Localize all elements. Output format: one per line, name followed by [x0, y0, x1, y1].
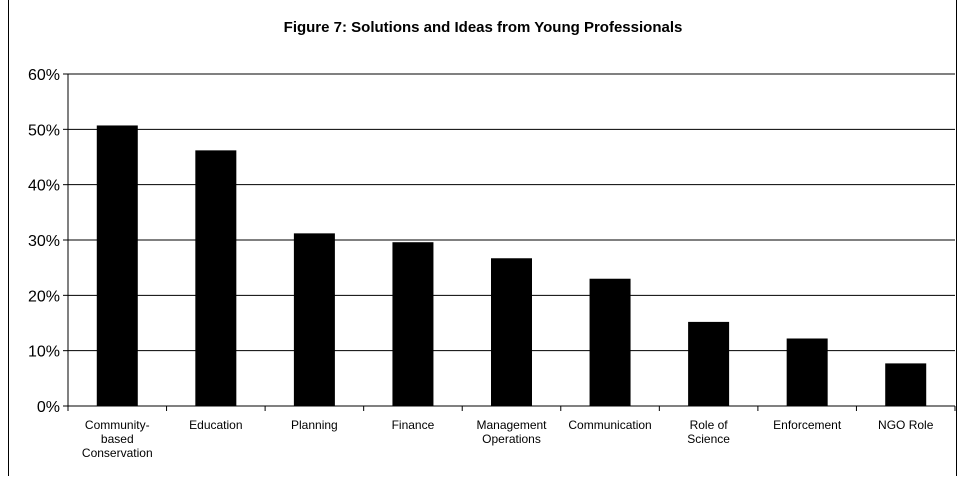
x-tick-label: Communication — [568, 418, 651, 432]
x-tick-label: Management — [476, 418, 547, 432]
y-tick-label: 40% — [28, 178, 60, 195]
x-tick-label: Science — [687, 432, 730, 446]
bar — [195, 150, 237, 406]
chart-frame — [8, 0, 957, 476]
x-tick-label: Finance — [392, 418, 435, 432]
y-tick-label: 0% — [37, 399, 60, 416]
x-tick-label: Operations — [482, 432, 541, 446]
bar — [589, 278, 631, 406]
x-tick-label: Education — [189, 418, 242, 432]
y-tick-label: 60% — [28, 67, 60, 84]
bar — [885, 363, 927, 406]
x-tick-label: Enforcement — [773, 418, 842, 432]
x-tick-label: NGO Role — [878, 418, 934, 432]
y-tick-label: 30% — [28, 233, 60, 250]
chart-title: Figure 7: Solutions and Ideas from Young… — [283, 19, 683, 36]
x-tick-label: Role of — [690, 418, 729, 432]
bar — [392, 242, 434, 406]
y-tick-label: 50% — [28, 122, 60, 139]
bar — [491, 258, 532, 406]
y-tick-label: 10% — [28, 344, 60, 361]
x-tick-label: Conservation — [82, 446, 153, 460]
x-tick-label: Planning — [291, 418, 338, 432]
bar — [96, 125, 138, 407]
bar — [786, 338, 828, 406]
bar — [688, 321, 730, 406]
x-tick-label: Community- — [85, 418, 150, 432]
y-tick-label: 20% — [28, 288, 60, 305]
bar — [293, 233, 335, 406]
x-tick-label: based — [101, 432, 134, 446]
